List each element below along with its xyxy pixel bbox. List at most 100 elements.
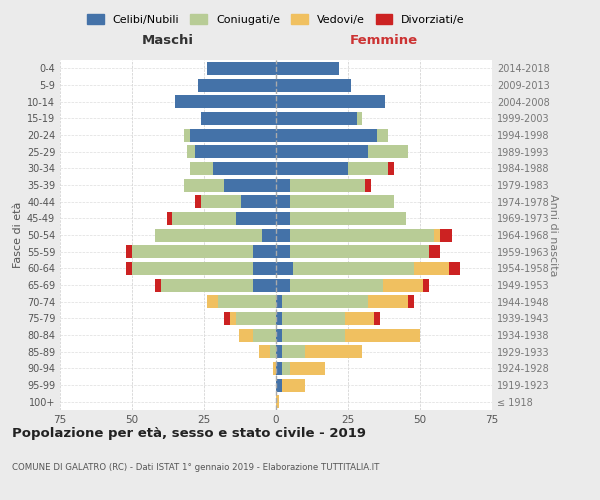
Bar <box>428 245 440 258</box>
Bar <box>409 295 414 308</box>
Bar <box>290 178 365 192</box>
Bar <box>282 378 305 392</box>
Bar <box>262 228 276 241</box>
Bar <box>388 162 394 175</box>
Text: Maschi: Maschi <box>142 34 194 46</box>
Bar <box>276 145 368 158</box>
Bar <box>155 228 262 241</box>
Bar <box>440 228 452 241</box>
Bar <box>196 145 276 158</box>
Bar <box>276 245 290 258</box>
Bar <box>290 212 406 225</box>
Bar <box>184 128 190 141</box>
Bar <box>348 162 388 175</box>
Bar <box>126 262 132 275</box>
Bar <box>423 278 428 291</box>
Y-axis label: Fasce di età: Fasce di età <box>13 202 23 268</box>
Y-axis label: Anni di nascita: Anni di nascita <box>548 194 558 276</box>
Bar <box>383 278 423 291</box>
Bar <box>276 178 290 192</box>
Bar <box>276 262 293 275</box>
Bar <box>449 262 460 275</box>
Text: Popolazione per età, sesso e stato civile - 2019: Popolazione per età, sesso e stato civil… <box>12 428 366 440</box>
Bar <box>290 362 325 375</box>
Bar <box>276 95 385 108</box>
Bar <box>132 262 253 275</box>
Bar <box>290 245 428 258</box>
Legend: Celibi/Nubili, Coniugati/e, Vedovi/e, Divorziati/e: Celibi/Nubili, Coniugati/e, Vedovi/e, Di… <box>84 10 468 28</box>
Bar <box>276 112 356 125</box>
Bar <box>293 262 414 275</box>
Bar <box>270 345 276 358</box>
Bar <box>276 395 279 408</box>
Bar <box>290 228 434 241</box>
Bar <box>276 378 282 392</box>
Bar <box>290 278 383 291</box>
Bar <box>207 62 276 75</box>
Bar <box>190 162 212 175</box>
Bar <box>230 312 236 325</box>
Bar <box>224 312 230 325</box>
Text: COMUNE DI GALATRO (RC) - Dati ISTAT 1° gennaio 2019 - Elaborazione TUTTITALIA.IT: COMUNE DI GALATRO (RC) - Dati ISTAT 1° g… <box>12 462 379 471</box>
Bar <box>345 328 420 342</box>
Bar <box>253 328 276 342</box>
Bar <box>276 62 340 75</box>
Bar <box>276 312 282 325</box>
Bar <box>276 162 348 175</box>
Bar <box>374 312 380 325</box>
Bar <box>273 362 276 375</box>
Bar <box>365 178 371 192</box>
Bar <box>172 212 236 225</box>
Bar <box>198 78 276 92</box>
Bar <box>126 245 132 258</box>
Bar <box>132 245 253 258</box>
Bar <box>282 345 305 358</box>
Bar <box>253 262 276 275</box>
Bar <box>282 362 290 375</box>
Bar <box>290 195 394 208</box>
Bar <box>187 145 196 158</box>
Bar <box>212 162 276 175</box>
Bar <box>207 295 218 308</box>
Bar <box>356 112 362 125</box>
Bar <box>276 362 282 375</box>
Bar <box>253 278 276 291</box>
Bar <box>305 345 362 358</box>
Bar <box>276 78 351 92</box>
Bar <box>190 128 276 141</box>
Bar <box>282 328 345 342</box>
Bar <box>236 212 276 225</box>
Bar <box>434 228 440 241</box>
Bar <box>368 295 409 308</box>
Bar <box>276 212 290 225</box>
Bar <box>276 345 282 358</box>
Bar <box>282 295 368 308</box>
Bar <box>414 262 449 275</box>
Bar <box>377 128 388 141</box>
Bar <box>184 178 224 192</box>
Bar <box>167 212 172 225</box>
Bar <box>276 278 290 291</box>
Bar <box>368 145 409 158</box>
Bar <box>276 228 290 241</box>
Bar <box>253 245 276 258</box>
Bar <box>276 195 290 208</box>
Bar <box>282 312 345 325</box>
Bar <box>241 195 276 208</box>
Bar <box>236 312 276 325</box>
Bar <box>276 128 377 141</box>
Text: Femmine: Femmine <box>350 34 418 46</box>
Bar <box>201 195 241 208</box>
Bar <box>201 112 276 125</box>
Bar <box>155 278 161 291</box>
Bar <box>196 195 201 208</box>
Bar <box>239 328 253 342</box>
Bar <box>345 312 374 325</box>
Bar <box>161 278 253 291</box>
Bar <box>259 345 270 358</box>
Bar <box>175 95 276 108</box>
Bar <box>276 328 282 342</box>
Bar <box>218 295 276 308</box>
Bar <box>224 178 276 192</box>
Bar <box>276 295 282 308</box>
